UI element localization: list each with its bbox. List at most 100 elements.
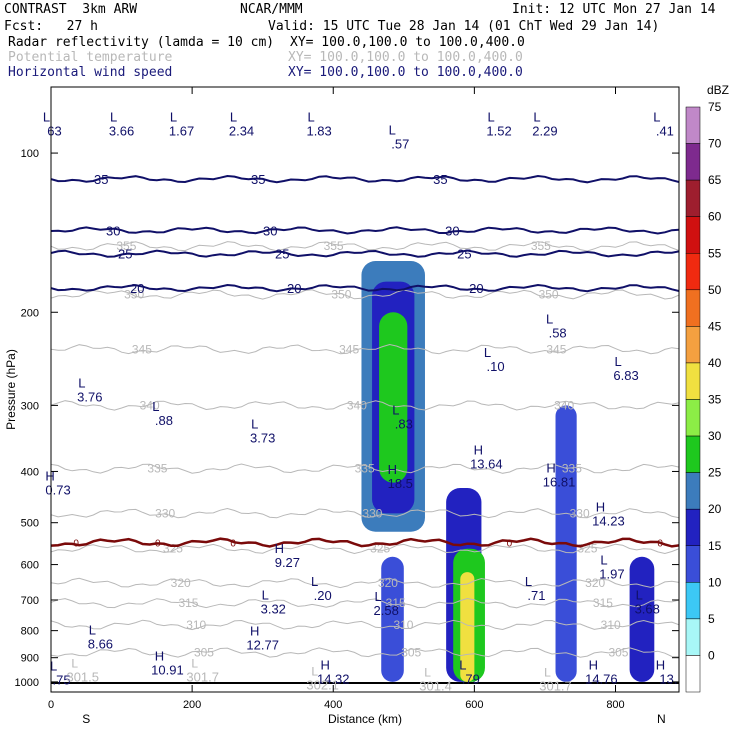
center-value-31: 14.32 — [317, 671, 350, 686]
colorbar-swatch-25 — [685, 472, 701, 510]
y-tick-label-200: 200 — [21, 307, 39, 319]
center-type-33: H — [589, 657, 598, 672]
center-type-17: H — [388, 462, 397, 477]
center-type-18: H — [474, 443, 483, 458]
colorbar-swatch-45 — [685, 326, 701, 364]
colorbar-label-30: 30 — [708, 429, 722, 443]
colorbar-swatch-15 — [685, 545, 701, 583]
center-type-15: L — [614, 354, 621, 369]
wind-label-35-2: 35 — [433, 172, 447, 187]
theta-label-310-2: 310 — [601, 618, 621, 632]
colorbar-swatch-0 — [685, 655, 701, 693]
theta-label-335-2: 335 — [562, 462, 582, 476]
center-value-13: .10 — [487, 359, 505, 374]
reflectivity-cell-8 — [629, 556, 655, 682]
colorbar-swatch-35 — [685, 399, 701, 437]
center-type-2: L — [170, 110, 177, 125]
colorbar-swatch-10 — [685, 582, 701, 620]
center-value-22: 1.97 — [599, 566, 624, 581]
theta-extrema-value-2: 302.1 — [306, 678, 339, 693]
colorbar-swatch-55 — [685, 253, 701, 291]
zero-isotherm-label-3: 0 — [507, 538, 513, 549]
theta-contour-310 — [51, 619, 679, 631]
center-type-14: L — [546, 312, 553, 327]
theta-contour-315 — [51, 597, 679, 609]
theta-extrema-type-2: L — [311, 665, 318, 679]
center-value-2: 1.67 — [169, 124, 194, 139]
theta-contour-335 — [51, 463, 679, 474]
center-value-27: 3.68 — [635, 602, 660, 617]
field3-label: Horizontal wind speed — [8, 65, 173, 80]
field1-label: Radar reflectivity (lamda = 10 cm) — [8, 35, 275, 50]
y-tick-label-400: 400 — [21, 466, 39, 478]
center-type-7: L — [533, 110, 540, 125]
theta-label-340-1: 340 — [347, 398, 367, 412]
center-value-34: 13. — [659, 671, 677, 686]
theta-contour-320 — [51, 577, 679, 589]
x-tick-label-0: 0 — [48, 699, 54, 711]
theta-label-305-1: 305 — [401, 646, 421, 660]
center-value-35: .75 — [53, 673, 71, 688]
center-type-28: L — [89, 622, 96, 637]
x-axis-title: Distance (km) — [328, 712, 402, 726]
center-value-23: .20 — [314, 588, 332, 603]
center-type-21: H — [275, 541, 284, 556]
theta-extrema-value-4: 301.7 — [539, 679, 572, 694]
x-tick-label-600: 600 — [465, 699, 483, 711]
theta-label-340-2: 340 — [554, 398, 574, 412]
y-tick-label-500: 500 — [21, 518, 39, 530]
theta-label-330-1: 330 — [362, 506, 382, 520]
center-value-28: 8.66 — [88, 636, 113, 651]
center-type-23: L — [311, 574, 318, 589]
wind-label-20-2: 20 — [469, 281, 483, 296]
theta-label-330-2: 330 — [570, 506, 590, 520]
plot-frame — [50, 86, 680, 693]
colorbar-label-45: 45 — [708, 319, 722, 333]
center-value-6: 1.52 — [486, 124, 511, 139]
colorbar-label-55: 55 — [708, 246, 722, 260]
zero-isotherm-label-1: 0 — [155, 538, 161, 549]
colorbar-label-60: 60 — [708, 210, 722, 224]
theta-contour-305 — [51, 647, 679, 658]
org-label: NCAR/MMM — [240, 2, 303, 17]
theta-contour-345 — [51, 343, 679, 355]
x-tick-label-800: 800 — [606, 699, 624, 711]
theta-label-330-0: 330 — [155, 506, 175, 520]
colorbar-label-15: 15 — [708, 539, 722, 553]
y-axis-title: Pressure (hPa) — [4, 349, 18, 430]
center-value-19: 16.81 — [543, 474, 576, 489]
theta-contour-355 — [51, 241, 679, 252]
center-value-3: 2.34 — [229, 124, 254, 139]
wind-label-30-2: 30 — [445, 223, 459, 238]
theta-label-350-0: 350 — [124, 287, 144, 301]
theta-contour-350 — [51, 289, 679, 300]
wind-label-25-0: 25 — [118, 247, 132, 262]
center-type-30: H — [155, 649, 164, 664]
center-value-16: 0.73 — [45, 483, 70, 498]
wind-label-35-1: 35 — [251, 172, 265, 187]
center-type-19: H — [546, 460, 555, 475]
center-type-10: L — [152, 399, 159, 414]
center-type-24: L — [525, 574, 532, 589]
zero-isotherm-line — [51, 537, 679, 548]
theta-label-320-2: 320 — [585, 576, 605, 590]
colorbar-unit: dBZ — [707, 83, 729, 97]
zero-isotherm-label-2: 0 — [230, 538, 236, 549]
field1-xy: XY= 100.0,100.0 to 100.0,400.0 — [290, 35, 525, 50]
y-tick-label-100: 100 — [21, 148, 39, 160]
y-tick-label-300: 300 — [21, 400, 39, 412]
center-value-24: .71 — [527, 588, 545, 603]
theta-label-305-0: 305 — [194, 646, 214, 660]
field3-xy: XY= 100.0,100.0 to 100.0,400.0 — [288, 65, 523, 80]
center-value-20: 14.23 — [592, 513, 625, 528]
center-value-7: 2.29 — [532, 124, 557, 139]
x-tick-label-400: 400 — [324, 699, 342, 711]
x-tick-label-200: 200 — [183, 699, 201, 711]
theta-label-350-1: 350 — [331, 287, 351, 301]
theta-label-345-1: 345 — [339, 342, 359, 356]
colorbar-swatch-75 — [685, 106, 701, 144]
colorbar-swatch-5 — [685, 618, 701, 656]
center-type-31: H — [321, 657, 330, 672]
center-value-26: 2.58 — [374, 603, 399, 618]
y-tick-label-1000: 1000 — [15, 677, 39, 689]
